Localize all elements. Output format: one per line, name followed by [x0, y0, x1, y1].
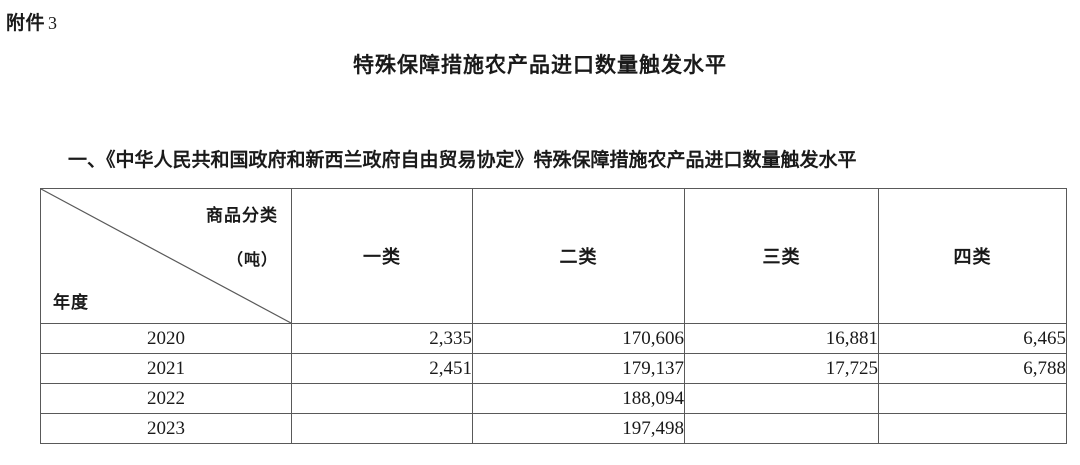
corner-category-label: 商品分类 — [206, 206, 278, 226]
corner-unit-label: （吨） — [226, 250, 278, 269]
section-heading: 一、《中华人民共和国政府和新西兰政府自由贸易协定》特殊保障措施农产品进口数量触发… — [68, 149, 857, 171]
cell-class-3 — [684, 413, 879, 444]
cell-class-3 — [684, 383, 879, 414]
column-header-class-4: 四类 — [878, 188, 1067, 324]
table-row: 2021 2,451 179,137 17,725 6,788 — [40, 353, 1067, 384]
cell-class-4 — [878, 413, 1067, 444]
column-header-class-2: 二类 — [472, 188, 685, 324]
attachment-number: 3 — [48, 13, 58, 33]
attachment-label: 附件 3 — [6, 8, 58, 35]
cell-class-2: 197,498 — [472, 413, 685, 444]
cell-class-1 — [291, 383, 473, 414]
cell-class-2: 170,606 — [472, 323, 685, 354]
cell-class-1: 2,451 — [291, 353, 473, 384]
cell-class-1 — [291, 413, 473, 444]
cell-year: 2021 — [40, 353, 292, 384]
trigger-level-table-container: 商品分类 （吨） 年度 一类 二类 三类 四类 2020 2,335 170,6… — [40, 188, 1067, 444]
corner-year-label: 年度 — [53, 293, 89, 313]
cell-class-4: 6,465 — [878, 323, 1067, 354]
cell-year: 2023 — [40, 413, 292, 444]
cell-class-4: 6,788 — [878, 353, 1067, 384]
table-row: 2023 197,498 — [40, 413, 1067, 444]
cell-class-4 — [878, 383, 1067, 414]
cell-year: 2020 — [40, 323, 292, 354]
cell-year: 2022 — [40, 383, 292, 414]
table-row: 2022 188,094 — [40, 383, 1067, 414]
corner-header-cell: 商品分类 （吨） 年度 — [40, 188, 292, 324]
cell-class-3: 17,725 — [684, 353, 879, 384]
attachment-label-text: 附件 — [6, 12, 46, 34]
diagonal-divider-icon — [41, 189, 291, 323]
table-row: 2020 2,335 170,606 16,881 6,465 — [40, 323, 1067, 354]
cell-class-2: 179,137 — [472, 353, 685, 384]
cell-class-3: 16,881 — [684, 323, 879, 354]
table-header-row: 商品分类 （吨） 年度 一类 二类 三类 四类 — [40, 188, 1067, 324]
cell-class-1: 2,335 — [291, 323, 473, 354]
cell-class-2: 188,094 — [472, 383, 685, 414]
column-header-class-1: 一类 — [291, 188, 473, 324]
trigger-level-table: 商品分类 （吨） 年度 一类 二类 三类 四类 2020 2,335 170,6… — [40, 188, 1067, 444]
page-title: 特殊保障措施农产品进口数量触发水平 — [353, 53, 727, 77]
column-header-class-3: 三类 — [684, 188, 879, 324]
